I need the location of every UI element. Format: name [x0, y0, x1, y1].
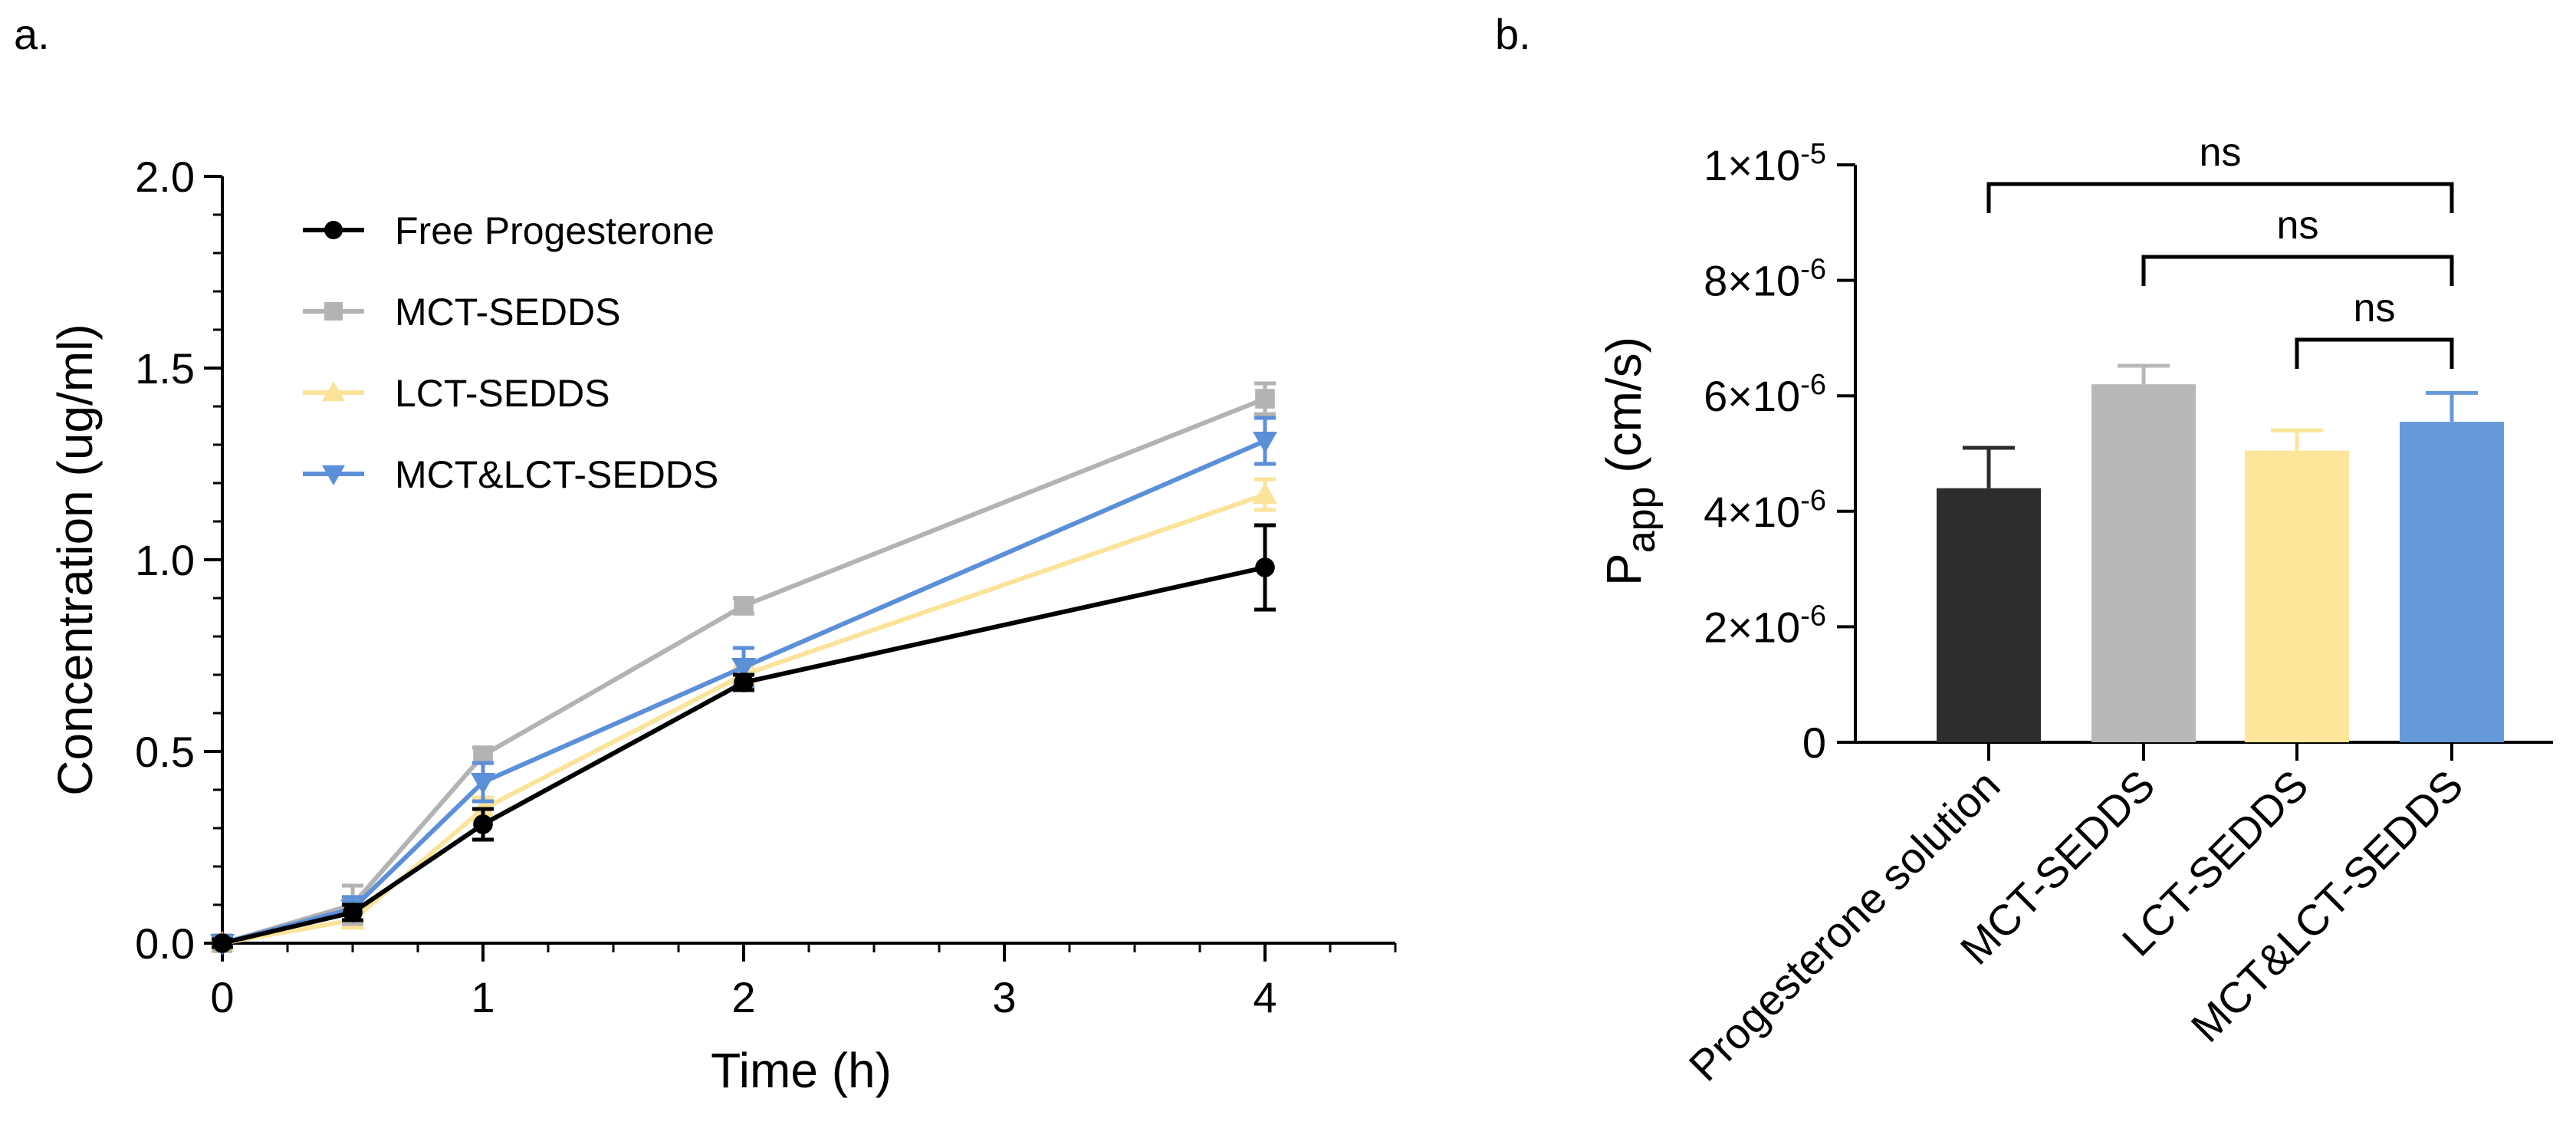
a-legend-label: LCT-SEDDS [395, 372, 610, 415]
b-y-tick-label: 0 [1802, 718, 1826, 767]
a-data-point [731, 658, 756, 679]
panel-a-label: a. [14, 10, 50, 58]
a-legend-label: MCT&LCT-SEDDS [395, 453, 718, 496]
a-legend-marker [324, 302, 343, 321]
a-legend-label: MCT-SEDDS [395, 291, 620, 334]
b-bar [2091, 384, 2196, 742]
a-data-point [473, 814, 493, 834]
b-significance-label: ns [2277, 203, 2319, 248]
a-x-tick-label: 2 [731, 973, 755, 1021]
a-x-tick-label: 1 [471, 973, 495, 1021]
a-legend-label: Free Progesterone [395, 209, 715, 252]
a-x-tick-label: 3 [992, 973, 1016, 1021]
a-y-tick-label: 2.0 [135, 153, 195, 201]
a-data-point [1253, 432, 1277, 453]
a-data-point [1255, 389, 1275, 409]
a-y-tick-label: 0.0 [135, 919, 195, 968]
a-series-line [222, 565, 1266, 945]
a-legend-marker [322, 381, 345, 402]
a-x-tick-label: 0 [210, 973, 234, 1021]
b-x-tick-label: Progesterone solution [1680, 761, 2009, 1090]
a-data-point [734, 672, 754, 692]
b-significance-bracket [2295, 337, 2454, 369]
a-data-point [212, 933, 232, 953]
a-data-point [1253, 482, 1277, 504]
b-y-tick-label: 1×10-5 [1704, 138, 1826, 189]
a-data-point [343, 903, 363, 922]
a-x-axis-title: Time (h) [711, 1043, 892, 1098]
a-legend-marker [322, 465, 345, 485]
b-y-tick-label: 2×10-6 [1704, 600, 1826, 651]
b-y-tick-label: 6×10-6 [1704, 369, 1826, 420]
panel-b-label: b. [1495, 10, 1531, 58]
a-y-axis-title: Concentration (ug/ml) [48, 324, 103, 795]
b-bar [2400, 422, 2504, 742]
a-data-point [471, 773, 495, 794]
a-y-tick-label: 1.5 [135, 344, 195, 393]
b-y-tick-label: 8×10-6 [1704, 254, 1826, 305]
b-x-tick-label: MCT&LCT-SEDDS [2182, 761, 2472, 1051]
b-bar [2245, 450, 2349, 742]
a-legend-marker [324, 221, 343, 239]
b-significance-bracket [2141, 255, 2454, 286]
b-significance-label: ns [2200, 130, 2242, 175]
b-bar [1937, 488, 2041, 742]
a-x-tick-label: 4 [1253, 973, 1276, 1021]
a-y-tick-label: 0.5 [135, 728, 195, 776]
b-significance-bracket [1986, 182, 2454, 213]
b-y-axis-title: Papp (cm/s) [1596, 337, 1664, 586]
a-data-point [1255, 557, 1275, 577]
b-y-tick-label: 4×10-6 [1704, 485, 1826, 536]
b-significance-label: ns [2354, 286, 2396, 330]
a-data-point [734, 596, 754, 616]
a-y-tick-label: 1.0 [135, 536, 195, 584]
